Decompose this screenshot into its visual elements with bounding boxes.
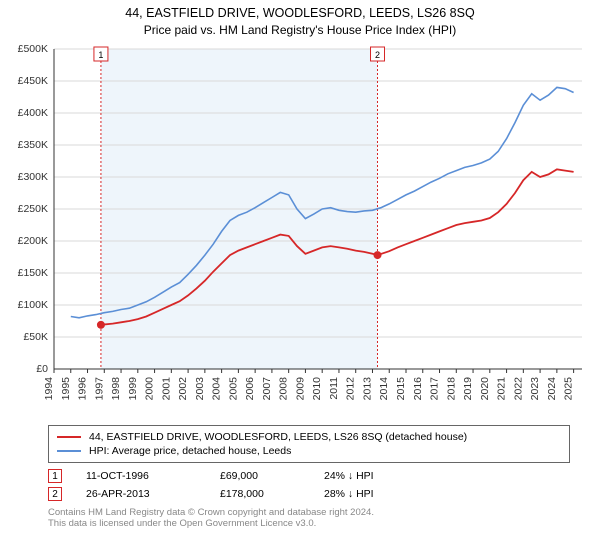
legend-swatch [57,450,81,452]
svg-text:£400K: £400K [18,107,48,119]
svg-text:2014: 2014 [378,377,390,401]
svg-text:2006: 2006 [244,377,256,401]
footer-line2: This data is licensed under the Open Gov… [48,518,570,529]
legend-item: HPI: Average price, detached house, Leed… [57,444,561,458]
sale-badge: 2 [48,487,62,501]
svg-text:2021: 2021 [496,377,508,401]
svg-text:2025: 2025 [563,377,575,401]
sale-hpi: 28% ↓ HPI [324,488,414,500]
chart-container: 44, EASTFIELD DRIVE, WOODLESFORD, LEEDS,… [0,0,600,529]
svg-text:2011: 2011 [328,377,340,400]
svg-text:2009: 2009 [294,377,306,401]
svg-text:2001: 2001 [160,377,172,401]
sales-table: 1 11-OCT-1996 £69,000 24% ↓ HPI 2 26-APR-2013… [48,467,570,503]
svg-text:2020: 2020 [479,377,491,401]
svg-text:2016: 2016 [412,377,424,401]
title-subtitle: Price paid vs. HM Land Registry's House … [0,23,600,37]
sale-date: 26-APR-2013 [86,488,196,500]
svg-text:1997: 1997 [93,377,105,401]
svg-text:2005: 2005 [227,377,239,401]
svg-text:£300K: £300K [18,171,48,183]
sale-row: 2 26-APR-2013 £178,000 28% ↓ HPI [48,485,570,503]
svg-text:£0: £0 [36,363,48,375]
chart-area: £0 £50K £100K £150K £200K £250K £300K £350K £400… [0,39,600,419]
legend-label: 44, EASTFIELD DRIVE, WOODLESFORD, LEEDS,… [89,431,467,443]
title-block: 44, EASTFIELD DRIVE, WOODLESFORD, LEEDS,… [0,0,600,39]
sale-badge: 1 [48,469,62,483]
svg-text:£150K: £150K [18,267,48,279]
sale-price: £69,000 [220,470,300,482]
svg-text:2004: 2004 [211,377,223,401]
svg-text:£200K: £200K [18,235,48,247]
svg-text:2010: 2010 [311,377,323,401]
svg-text:£250K: £250K [18,203,48,215]
title-address: 44, EASTFIELD DRIVE, WOODLESFORD, LEEDS,… [0,6,600,20]
svg-text:£500K: £500K [18,43,48,55]
footer-attribution: Contains HM Land Registry data © Crown c… [48,507,570,529]
svg-text:1: 1 [98,50,103,60]
svg-text:1998: 1998 [110,377,122,401]
svg-text:£450K: £450K [18,75,48,87]
svg-text:2007: 2007 [261,377,273,401]
svg-text:2002: 2002 [177,377,189,401]
svg-text:2023: 2023 [529,377,541,401]
svg-text:1994: 1994 [43,377,55,401]
footer-line1: Contains HM Land Registry data © Crown c… [48,507,570,518]
svg-text:1995: 1995 [60,377,72,401]
svg-text:1996: 1996 [77,377,89,401]
svg-text:2019: 2019 [462,377,474,401]
line-chart: £0 £50K £100K £150K £200K £250K £300K £350K £400… [0,39,600,419]
svg-text:2022: 2022 [512,377,524,401]
svg-text:2015: 2015 [395,377,407,401]
legend-swatch [57,436,81,438]
sale-row: 1 11-OCT-1996 £69,000 24% ↓ HPI [48,467,570,485]
sale-hpi: 24% ↓ HPI [324,470,414,482]
legend-item: 44, EASTFIELD DRIVE, WOODLESFORD, LEEDS,… [57,430,561,444]
svg-text:2024: 2024 [546,377,558,401]
sale-price: £178,000 [220,488,300,500]
sale-date: 11-OCT-1996 [86,470,196,482]
svg-text:2008: 2008 [278,377,290,401]
svg-text:2: 2 [375,50,380,60]
svg-text:£50K: £50K [23,331,48,343]
svg-text:2012: 2012 [345,377,357,401]
svg-text:2003: 2003 [194,377,206,401]
svg-text:2000: 2000 [144,377,156,401]
legend: 44, EASTFIELD DRIVE, WOODLESFORD, LEEDS,… [48,425,570,463]
svg-text:2017: 2017 [429,377,441,401]
svg-text:£350K: £350K [18,139,48,151]
svg-text:2018: 2018 [445,377,457,401]
legend-label: HPI: Average price, detached house, Leed… [89,445,291,457]
svg-text:2013: 2013 [361,377,373,401]
svg-text:£100K: £100K [18,299,48,311]
svg-text:1999: 1999 [127,377,139,401]
